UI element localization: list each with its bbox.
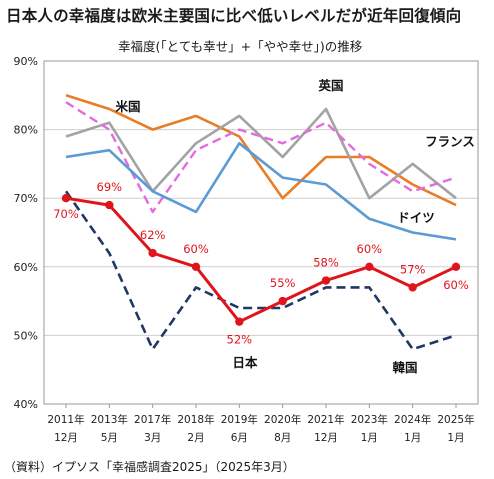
x-tick-year: 2020年 bbox=[264, 413, 301, 426]
japan-markers bbox=[61, 194, 461, 326]
x-tick-year: 2024年 bbox=[394, 413, 431, 426]
data-point bbox=[321, 276, 331, 285]
data-point bbox=[451, 262, 461, 271]
y-tick-label: 70% bbox=[14, 192, 38, 205]
japan-data-labels: 70% 69% 62% 60% 52% 55% 58% 60% 57% 60% bbox=[53, 180, 469, 347]
data-point bbox=[105, 200, 114, 210]
data-label: 70% bbox=[53, 207, 79, 221]
series-label: ドイツ bbox=[397, 210, 435, 225]
x-tick-month: 8月 bbox=[274, 432, 291, 444]
data-point bbox=[148, 248, 157, 258]
chart-subtitle: 幸福度(「とても幸せ」+「やや幸せ」)の推移 bbox=[118, 39, 363, 54]
data-label: 60% bbox=[357, 242, 383, 256]
x-tick-month: 5月 bbox=[101, 432, 118, 444]
x-tick-month: 2月 bbox=[187, 432, 204, 444]
data-label: 58% bbox=[313, 256, 339, 270]
data-label: 60% bbox=[183, 242, 209, 256]
x-tick-year: 2019年 bbox=[221, 413, 258, 426]
series-line-4 bbox=[64, 190, 457, 351]
series-line-1 bbox=[65, 107, 457, 200]
x-tick-year: 2013年 bbox=[91, 413, 128, 426]
data-label: 52% bbox=[227, 333, 253, 347]
data-label: 55% bbox=[270, 276, 296, 290]
y-tick-label: 90% bbox=[14, 55, 38, 68]
data-point bbox=[61, 194, 71, 203]
x-tick-year: 2018年 bbox=[177, 413, 214, 426]
data-point bbox=[235, 317, 244, 326]
x-tick-year: 2011年 bbox=[47, 413, 84, 426]
x-tick-month: 1月 bbox=[447, 432, 464, 444]
x-tick-year: 2017年 bbox=[134, 413, 171, 426]
series-line-0 bbox=[65, 94, 457, 207]
data-label: 69% bbox=[97, 180, 123, 194]
series-label: 米国 bbox=[114, 99, 140, 114]
x-tick-month: 1月 bbox=[404, 432, 421, 444]
y-tick-label: 80% bbox=[14, 124, 38, 137]
series-label: 英国 bbox=[318, 78, 343, 93]
data-point bbox=[278, 296, 287, 306]
data-point bbox=[191, 262, 201, 271]
series-line-5 bbox=[65, 196, 457, 324]
data-label: 57% bbox=[400, 262, 426, 276]
y-tick-label: 50% bbox=[14, 329, 38, 342]
x-tick-month: 1月 bbox=[361, 432, 378, 444]
x-axis-ticks: 2011年 12月 2013年 5月 2017年 3月 2018年 2月 2019年 6月 2020… bbox=[47, 404, 475, 444]
data-label: 62% bbox=[140, 228, 166, 242]
x-tick-year: 2023年 bbox=[351, 413, 388, 426]
x-tick-month: 6月 bbox=[231, 432, 248, 444]
chart-title: 日本人の幸福度は欧米主要国に比べ低いレベルだが近年回復傾向 bbox=[6, 7, 462, 25]
x-tick-month: 3月 bbox=[144, 432, 161, 444]
series-line-2 bbox=[65, 101, 457, 214]
y-tick-label: 60% bbox=[14, 261, 38, 274]
x-tick-month: 12月 bbox=[314, 432, 338, 444]
data-point bbox=[408, 283, 417, 292]
y-axis-ticks: 40% 50% 60% 70% 80% 90% bbox=[14, 55, 38, 411]
data-point bbox=[365, 262, 374, 271]
series-label: 韓国 bbox=[392, 360, 417, 375]
y-tick-label: 40% bbox=[14, 398, 38, 411]
series-line-3 bbox=[65, 142, 457, 241]
x-tick-year: 2025年 bbox=[437, 413, 474, 426]
x-tick-year: 2021年 bbox=[307, 413, 344, 426]
x-tick-month: 12月 bbox=[54, 432, 78, 444]
series-label: 日本 bbox=[232, 355, 258, 370]
plot-frame bbox=[43, 60, 479, 405]
source-note: （資料）イプソス「幸福感調査2025」（2025年3月） bbox=[4, 460, 295, 474]
series-label: フランス bbox=[425, 134, 475, 149]
data-label: 60% bbox=[443, 278, 469, 292]
series-lines bbox=[64, 94, 457, 351]
